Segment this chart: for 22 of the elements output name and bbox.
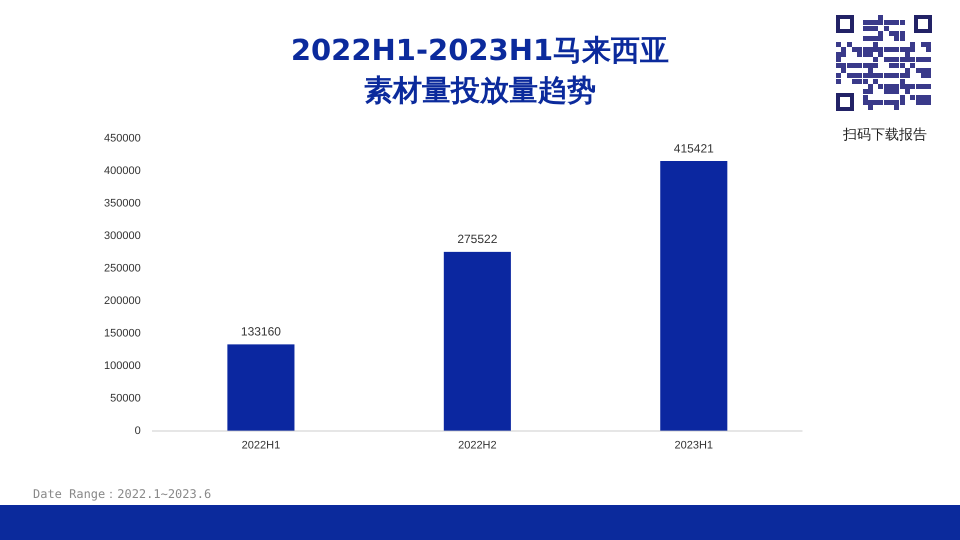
x-tick-label: 2023H1 bbox=[674, 439, 714, 452]
text: Date Range：2022.1~2023.6 bbox=[33, 486, 212, 503]
y-tick-label: 300000 bbox=[104, 230, 141, 242]
x-tick-label: 2022H2 bbox=[458, 439, 497, 452]
y-tick-label: 100000 bbox=[104, 360, 141, 372]
y-tick-label: 450000 bbox=[104, 132, 141, 145]
y-tick-label: 0 bbox=[134, 424, 141, 437]
data-label: 415421 bbox=[674, 141, 714, 156]
y-tick-label: 150000 bbox=[104, 327, 141, 340]
x-tick-label: 2022H1 bbox=[242, 439, 280, 452]
bar bbox=[660, 161, 728, 431]
y-tick-label: 250000 bbox=[104, 262, 141, 274]
y-tick-label: 50000 bbox=[110, 392, 141, 404]
bar bbox=[227, 344, 294, 431]
bar bbox=[444, 252, 511, 431]
text: 扫码下载报告 bbox=[842, 126, 928, 144]
chart-title: 2022H1-2023H1马来西亚素材量投放量趋势 bbox=[290, 32, 670, 109]
y-tick-label: 400000 bbox=[104, 165, 141, 178]
data-label: 275522 bbox=[457, 232, 498, 246]
y-tick-label: 350000 bbox=[104, 198, 141, 210]
y-tick-label: 200000 bbox=[104, 294, 141, 307]
data-label: 133160 bbox=[240, 324, 282, 339]
